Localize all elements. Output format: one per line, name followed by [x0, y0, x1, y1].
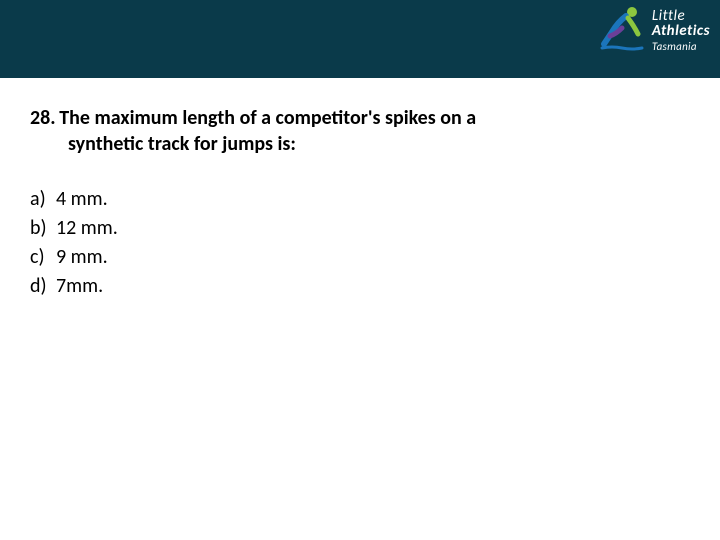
question-text-line2: synthetic track for jumps is:	[30, 132, 690, 156]
option-letter: d)	[30, 273, 56, 300]
option-text: 7mm.	[56, 273, 103, 300]
question-number: 28.	[30, 106, 56, 130]
option-c: c) 9 mm.	[30, 244, 690, 271]
option-b: b) 12 mm.	[30, 215, 690, 242]
option-letter: c)	[30, 244, 56, 271]
options-list: a) 4 mm. b) 12 mm. c) 9 mm. d) 7mm.	[30, 186, 690, 300]
option-letter: b)	[30, 215, 56, 242]
option-d: d) 7mm.	[30, 273, 690, 300]
option-letter: a)	[30, 186, 56, 213]
logo-area: Little Athletics Tasmania	[598, 4, 710, 56]
logo-text-line2: Athletics	[652, 24, 710, 39]
header-bar: Little Athletics Tasmania	[0, 0, 720, 78]
option-text: 12 mm.	[56, 215, 118, 242]
question-block: 28. The maximum length of a competitor's…	[30, 106, 690, 156]
logo-text-line3: Tasmania	[652, 41, 710, 52]
option-text: 4 mm.	[56, 186, 108, 213]
option-a: a) 4 mm.	[30, 186, 690, 213]
logo-figure-icon	[598, 4, 646, 56]
logo-text: Little Athletics Tasmania	[652, 9, 710, 52]
question-text-line1: The maximum length of a competitor's spi…	[59, 106, 476, 130]
content-area: 28. The maximum length of a competitor's…	[0, 78, 720, 300]
option-text: 9 mm.	[56, 244, 108, 271]
question-line1: 28. The maximum length of a competitor's…	[30, 106, 690, 130]
